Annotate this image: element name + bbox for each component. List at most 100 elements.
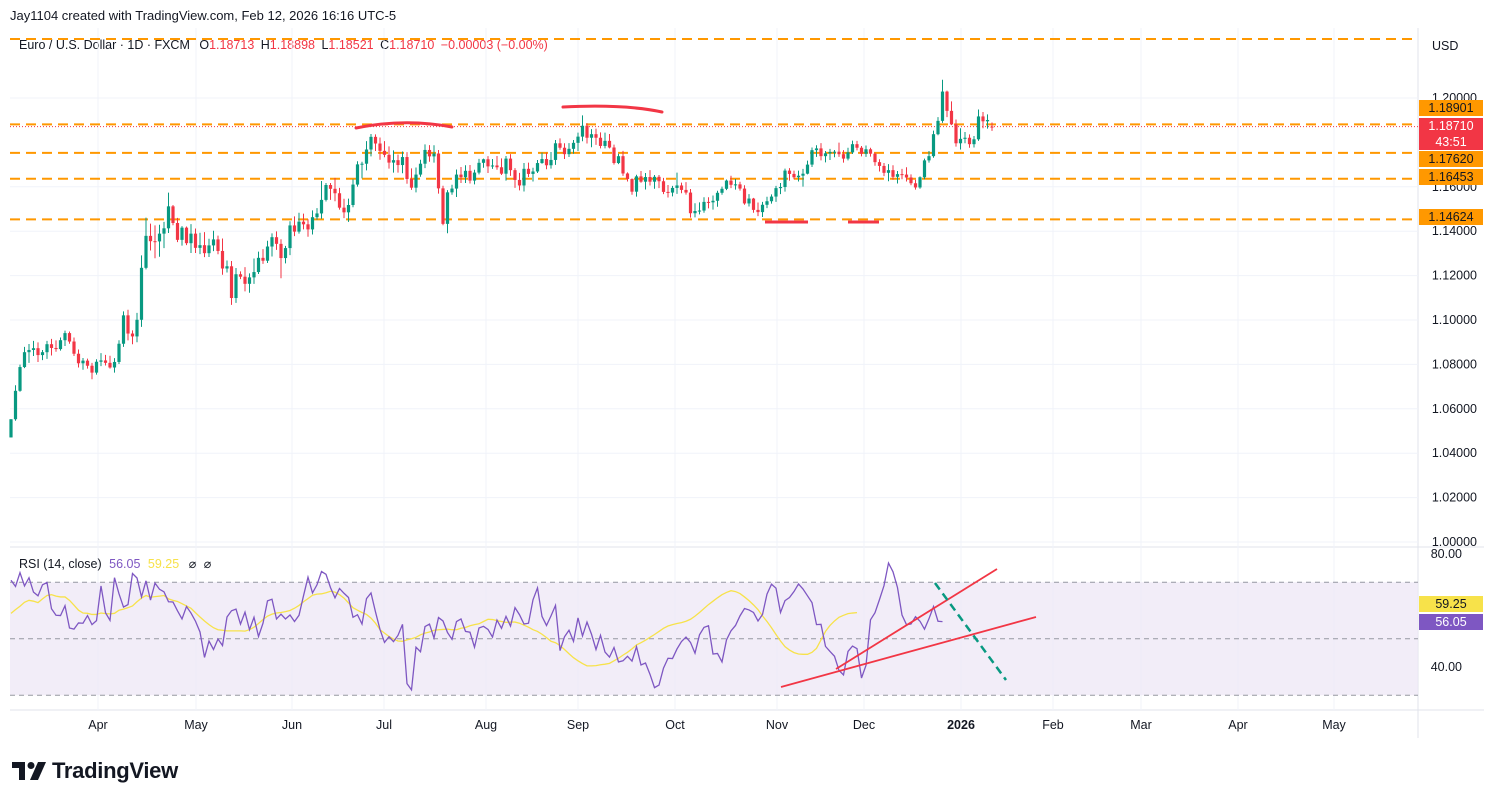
candle-body	[346, 205, 351, 213]
candle-body	[616, 156, 621, 164]
candle-body	[913, 183, 918, 188]
hidden-eye-icon[interactable]: ⌀	[188, 557, 197, 571]
candle-body	[256, 257, 261, 273]
candle-body	[319, 199, 324, 214]
candle-body	[225, 266, 229, 269]
candle-body	[99, 360, 103, 362]
candle-body	[499, 167, 504, 174]
candle-body	[76, 353, 81, 364]
candle-body	[279, 243, 283, 259]
candle-body	[949, 110, 954, 125]
candle-body	[369, 136, 373, 150]
candle-body	[738, 184, 742, 189]
candle-body	[751, 198, 756, 210]
rsi-tick-label: 80.00	[1431, 547, 1462, 561]
candle-body	[747, 198, 751, 204]
candle-body	[729, 180, 733, 185]
candle-body	[598, 137, 603, 146]
candle-body	[990, 126, 994, 128]
candle-body	[207, 245, 211, 254]
candle-body	[625, 173, 630, 180]
candle-body	[472, 172, 477, 181]
candle-body	[720, 188, 724, 193]
candle-body	[607, 140, 612, 148]
candle-body	[297, 221, 301, 232]
candle-body	[162, 228, 166, 234]
rsi-trendline	[780, 616, 1037, 688]
candle-body	[328, 185, 333, 189]
candle-body	[796, 175, 801, 178]
candle-body	[985, 119, 990, 122]
change-value: −0.00003 (−0.00%)	[440, 38, 548, 52]
candle-body	[666, 191, 670, 193]
low-label: L	[321, 38, 329, 52]
candle-body	[936, 120, 940, 135]
currency-label[interactable]: USD	[1432, 39, 1459, 53]
high-label: H	[260, 38, 270, 52]
candle-body	[531, 171, 535, 174]
candle-body	[657, 176, 661, 182]
candle-body	[486, 159, 490, 167]
price-tag: 43:51	[1419, 134, 1483, 150]
candle-body	[324, 185, 328, 200]
candle-body	[513, 170, 517, 180]
candle-body	[535, 163, 540, 172]
candle-body	[679, 185, 684, 190]
candle-body	[31, 348, 36, 350]
candle-body	[459, 174, 463, 178]
candle-body	[27, 349, 31, 353]
price-tag: 1.16453	[1419, 169, 1483, 185]
time-axis: Apr May Jun Jul Aug Sep Oct Nov Dec 2026 Feb Mar Apr…	[88, 718, 1346, 732]
candle-body	[409, 179, 414, 188]
symbol-info-line: Euro / U.S. Dollar · 1D · FXCM O1.18713 …	[19, 38, 548, 52]
tradingview-logo[interactable]: TradingView	[12, 758, 178, 784]
candle-body	[819, 148, 823, 157]
chart-annotations	[354, 104, 1037, 688]
time-tick-label: Apr	[1228, 718, 1247, 732]
candle-body	[265, 246, 270, 261]
candle-body	[670, 187, 675, 193]
candle-body	[135, 319, 139, 337]
time-tick-label: Sep	[567, 718, 589, 732]
candle-body	[198, 245, 202, 248]
candle-body	[391, 160, 396, 163]
candle-body	[792, 173, 796, 178]
candle-body	[144, 235, 148, 268]
candle-body	[544, 159, 549, 166]
price-tick-label: 1.14000	[1432, 224, 1477, 238]
candle-body	[702, 201, 706, 211]
rsi-ma-value: 59.25	[147, 557, 180, 571]
candle-body	[166, 206, 171, 229]
candle-body	[360, 163, 364, 165]
candle-body	[220, 250, 225, 269]
symbol-name[interactable]: Euro / U.S. Dollar · 1D · FXCM	[19, 38, 190, 52]
rsi-tag: 56.05	[1419, 614, 1483, 630]
candle-body	[292, 225, 297, 232]
candle-body	[693, 210, 697, 214]
candle-body	[193, 233, 198, 248]
candle-body	[495, 165, 499, 168]
candle-body	[418, 163, 423, 175]
candle-body	[108, 362, 112, 368]
price-tick-label: 1.04000	[1432, 446, 1477, 460]
candle-body	[378, 143, 382, 151]
candle-body	[859, 147, 864, 154]
rsi-title[interactable]: RSI (14, close)	[19, 557, 102, 571]
candle-body	[945, 91, 949, 111]
candle-body	[351, 184, 355, 206]
candle-body	[342, 207, 346, 213]
candle-body	[841, 154, 846, 159]
candle-body	[454, 174, 459, 189]
candle-body	[562, 147, 567, 155]
candle-body	[850, 144, 855, 153]
candle-body	[373, 136, 378, 144]
candle-body	[909, 177, 913, 184]
hidden-eye-icon-2[interactable]: ⌀	[203, 557, 212, 571]
rsi-trendline	[835, 568, 998, 670]
price-tick-label: 1.00000	[1432, 535, 1477, 549]
candle-body	[508, 158, 513, 171]
candle-body	[711, 200, 715, 203]
candle-body	[517, 179, 522, 186]
candle-body	[103, 360, 108, 363]
